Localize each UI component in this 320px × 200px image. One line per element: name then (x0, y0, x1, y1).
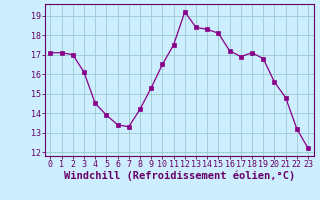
X-axis label: Windchill (Refroidissement éolien,°C): Windchill (Refroidissement éolien,°C) (64, 171, 295, 181)
